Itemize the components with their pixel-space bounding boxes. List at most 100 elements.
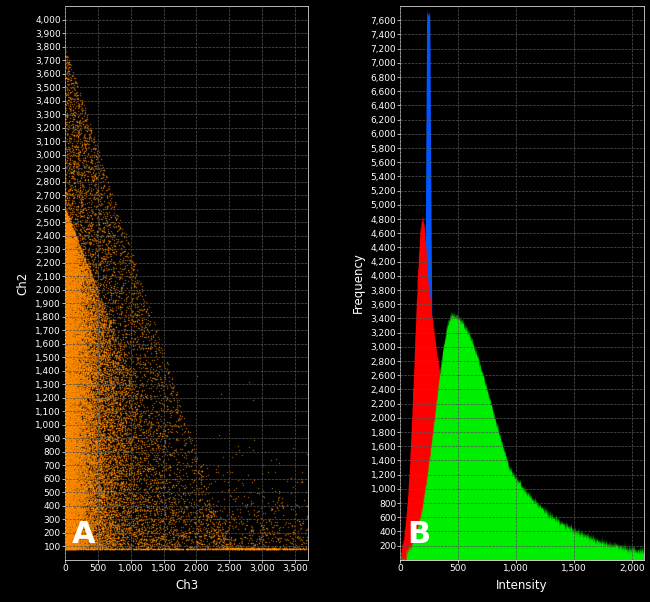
Point: [161, 430, 172, 440]
Point: [81, 405, 92, 414]
Point: [74, 301, 85, 311]
Point: [240, 544, 251, 553]
Point: [60, 205, 70, 215]
Point: [92, 491, 102, 501]
Point: [146, 521, 157, 530]
Point: [70, 143, 81, 152]
Point: [68, 252, 78, 262]
Point: [60, 459, 70, 468]
Point: [124, 373, 134, 382]
Point: [63, 484, 73, 494]
Point: [82, 425, 92, 435]
Point: [64, 505, 75, 515]
Point: [67, 396, 77, 405]
Point: [75, 499, 86, 509]
Point: [72, 399, 83, 408]
Point: [189, 465, 200, 475]
Point: [90, 315, 100, 324]
Point: [60, 292, 70, 302]
Point: [62, 544, 73, 553]
Point: [65, 228, 75, 237]
Point: [71, 472, 81, 482]
Point: [66, 318, 77, 328]
Point: [62, 485, 72, 495]
Point: [60, 494, 70, 504]
Point: [269, 544, 280, 554]
Point: [64, 235, 74, 244]
Point: [64, 360, 74, 370]
Point: [114, 320, 125, 329]
Point: [118, 376, 128, 386]
Point: [230, 544, 240, 554]
Point: [111, 483, 122, 493]
Point: [129, 310, 139, 320]
Point: [144, 537, 155, 547]
Point: [122, 425, 133, 435]
Point: [88, 438, 98, 448]
Point: [75, 262, 86, 272]
Point: [63, 435, 73, 444]
Point: [80, 269, 90, 279]
Point: [70, 410, 81, 420]
Point: [235, 543, 246, 553]
Point: [103, 181, 114, 191]
Point: [65, 477, 75, 486]
Point: [60, 486, 71, 495]
Point: [64, 334, 75, 343]
Point: [65, 253, 75, 262]
Point: [69, 544, 79, 553]
Point: [70, 537, 81, 547]
Point: [72, 367, 82, 376]
Point: [60, 238, 71, 248]
Point: [240, 542, 251, 552]
Point: [62, 394, 73, 404]
Point: [88, 451, 99, 461]
Point: [64, 307, 75, 317]
Point: [66, 365, 76, 374]
Point: [79, 281, 90, 291]
Point: [78, 542, 88, 552]
Point: [69, 236, 79, 246]
Point: [86, 448, 96, 458]
Point: [112, 388, 123, 397]
Point: [67, 481, 77, 491]
Point: [64, 350, 74, 359]
Point: [96, 305, 106, 315]
Point: [62, 190, 72, 199]
Point: [70, 423, 80, 432]
Point: [78, 374, 88, 383]
Point: [66, 422, 77, 432]
Point: [62, 517, 73, 527]
Point: [72, 312, 83, 322]
Point: [157, 357, 167, 367]
Point: [79, 464, 89, 473]
Point: [154, 498, 164, 508]
Point: [66, 268, 76, 278]
Point: [127, 265, 138, 275]
Point: [95, 495, 105, 505]
Point: [81, 329, 92, 339]
Point: [141, 485, 151, 494]
Point: [125, 527, 136, 537]
Point: [129, 399, 140, 408]
Point: [75, 439, 85, 448]
Point: [61, 263, 72, 273]
Point: [74, 258, 85, 268]
Point: [117, 418, 127, 428]
Point: [75, 343, 85, 353]
Point: [86, 312, 97, 321]
Point: [101, 442, 111, 452]
Point: [64, 377, 74, 387]
Point: [60, 458, 71, 467]
Point: [61, 396, 72, 406]
Point: [66, 249, 76, 259]
Point: [66, 520, 76, 530]
Point: [71, 470, 81, 480]
Point: [75, 318, 86, 327]
Point: [72, 432, 82, 441]
Point: [60, 404, 70, 414]
Point: [142, 324, 153, 334]
Point: [93, 413, 103, 423]
Point: [140, 455, 151, 465]
Point: [79, 323, 89, 332]
